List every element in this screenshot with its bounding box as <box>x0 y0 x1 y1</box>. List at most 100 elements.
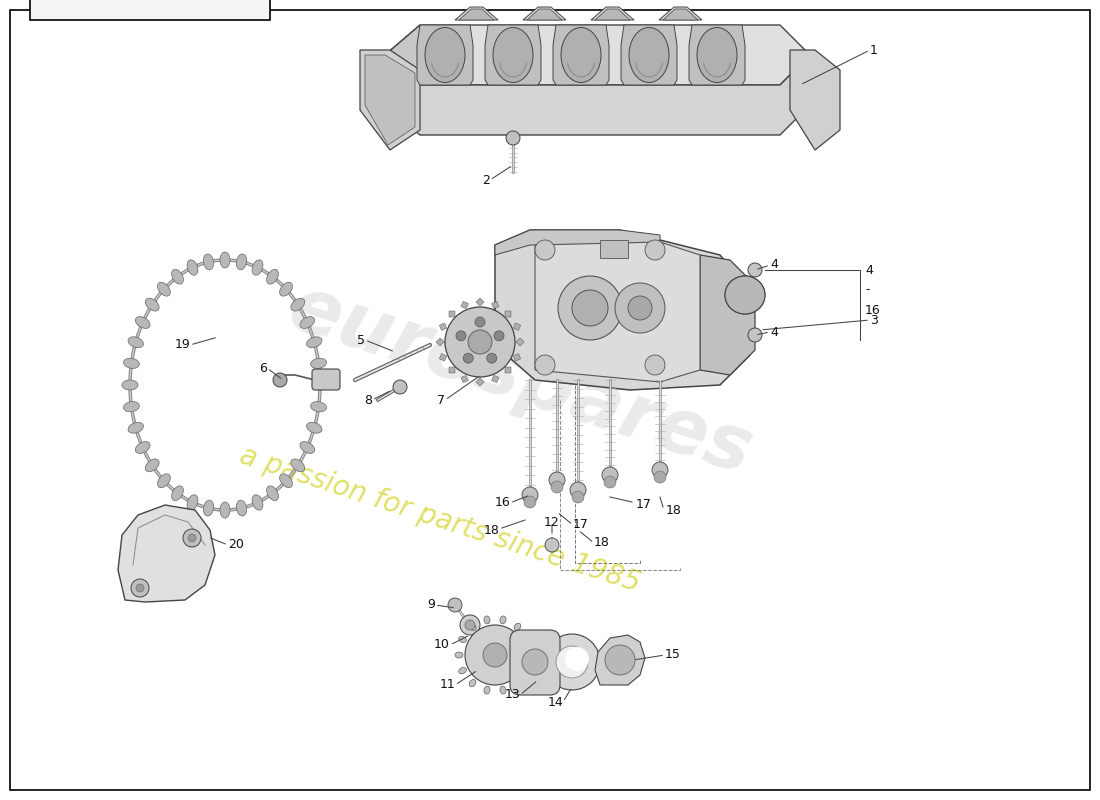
Polygon shape <box>591 7 634 20</box>
Text: 16: 16 <box>494 497 510 510</box>
FancyBboxPatch shape <box>510 630 560 695</box>
Polygon shape <box>595 635 645 685</box>
Circle shape <box>556 646 588 678</box>
Ellipse shape <box>493 27 534 82</box>
Circle shape <box>654 471 666 483</box>
Ellipse shape <box>310 402 327 412</box>
Polygon shape <box>385 25 810 85</box>
Text: 2: 2 <box>482 174 490 186</box>
Circle shape <box>535 240 556 260</box>
Text: 1: 1 <box>870 43 878 57</box>
Circle shape <box>628 296 652 320</box>
Text: 9: 9 <box>427 598 434 611</box>
Text: eurospares: eurospares <box>279 270 761 490</box>
Text: 14: 14 <box>548 695 563 709</box>
Ellipse shape <box>469 623 476 630</box>
Text: 17: 17 <box>636 498 652 511</box>
Circle shape <box>558 276 622 340</box>
Ellipse shape <box>187 260 198 275</box>
Ellipse shape <box>128 422 143 433</box>
Ellipse shape <box>123 402 140 412</box>
Ellipse shape <box>527 652 535 658</box>
Ellipse shape <box>220 252 230 268</box>
Ellipse shape <box>561 27 601 82</box>
Polygon shape <box>535 242 700 382</box>
Circle shape <box>615 283 666 333</box>
Circle shape <box>483 643 507 667</box>
Ellipse shape <box>290 459 305 472</box>
Circle shape <box>748 263 762 277</box>
Ellipse shape <box>300 317 315 328</box>
Ellipse shape <box>204 254 213 270</box>
Ellipse shape <box>122 380 138 390</box>
Ellipse shape <box>310 358 327 369</box>
Text: 18: 18 <box>594 537 609 550</box>
Ellipse shape <box>300 442 315 454</box>
Ellipse shape <box>236 254 246 270</box>
Polygon shape <box>621 25 676 85</box>
Polygon shape <box>595 9 630 20</box>
Ellipse shape <box>172 486 184 501</box>
Circle shape <box>535 355 556 375</box>
Text: -: - <box>865 283 869 297</box>
Polygon shape <box>663 9 698 20</box>
Text: 15: 15 <box>666 649 681 662</box>
Polygon shape <box>417 25 473 85</box>
Polygon shape <box>495 230 750 390</box>
Ellipse shape <box>455 652 463 658</box>
Text: 18: 18 <box>484 523 500 537</box>
Text: 5: 5 <box>358 334 365 346</box>
Circle shape <box>494 331 504 341</box>
Circle shape <box>522 649 548 675</box>
Bar <box>30 0 270 20</box>
Polygon shape <box>385 25 420 105</box>
Ellipse shape <box>514 679 521 686</box>
Polygon shape <box>527 9 562 20</box>
Circle shape <box>565 647 588 671</box>
Text: 4: 4 <box>770 326 778 338</box>
Ellipse shape <box>187 494 198 510</box>
Polygon shape <box>689 25 745 85</box>
Ellipse shape <box>279 474 293 488</box>
Text: 13: 13 <box>504 689 520 702</box>
Text: a passion for parts since 1985: a passion for parts since 1985 <box>236 442 644 598</box>
Circle shape <box>522 487 538 503</box>
Polygon shape <box>700 255 755 375</box>
Circle shape <box>605 645 635 675</box>
Ellipse shape <box>252 260 263 275</box>
Polygon shape <box>553 25 609 85</box>
Ellipse shape <box>514 623 521 630</box>
Text: 8: 8 <box>364 394 372 406</box>
Text: 7: 7 <box>437 394 446 406</box>
Polygon shape <box>495 230 660 255</box>
Text: 20: 20 <box>228 538 244 551</box>
Ellipse shape <box>157 282 170 296</box>
Text: 16: 16 <box>865 303 881 317</box>
Circle shape <box>645 240 665 260</box>
Ellipse shape <box>172 270 184 284</box>
Ellipse shape <box>145 298 160 311</box>
Ellipse shape <box>500 686 506 694</box>
Ellipse shape <box>459 636 466 642</box>
Circle shape <box>544 538 559 552</box>
Ellipse shape <box>204 500 213 516</box>
Circle shape <box>602 467 618 483</box>
Polygon shape <box>485 25 541 85</box>
Circle shape <box>572 491 584 503</box>
Ellipse shape <box>279 282 293 296</box>
Ellipse shape <box>135 317 150 328</box>
Ellipse shape <box>266 486 278 501</box>
Text: 3: 3 <box>870 314 878 326</box>
Circle shape <box>448 598 462 612</box>
Ellipse shape <box>128 337 143 348</box>
Circle shape <box>465 620 475 630</box>
Ellipse shape <box>725 276 764 314</box>
Circle shape <box>136 584 144 592</box>
Ellipse shape <box>484 686 490 694</box>
Ellipse shape <box>697 27 737 82</box>
Circle shape <box>524 496 536 508</box>
Circle shape <box>131 579 149 597</box>
Ellipse shape <box>157 474 170 488</box>
Polygon shape <box>385 55 810 135</box>
Text: 10: 10 <box>434 638 450 651</box>
